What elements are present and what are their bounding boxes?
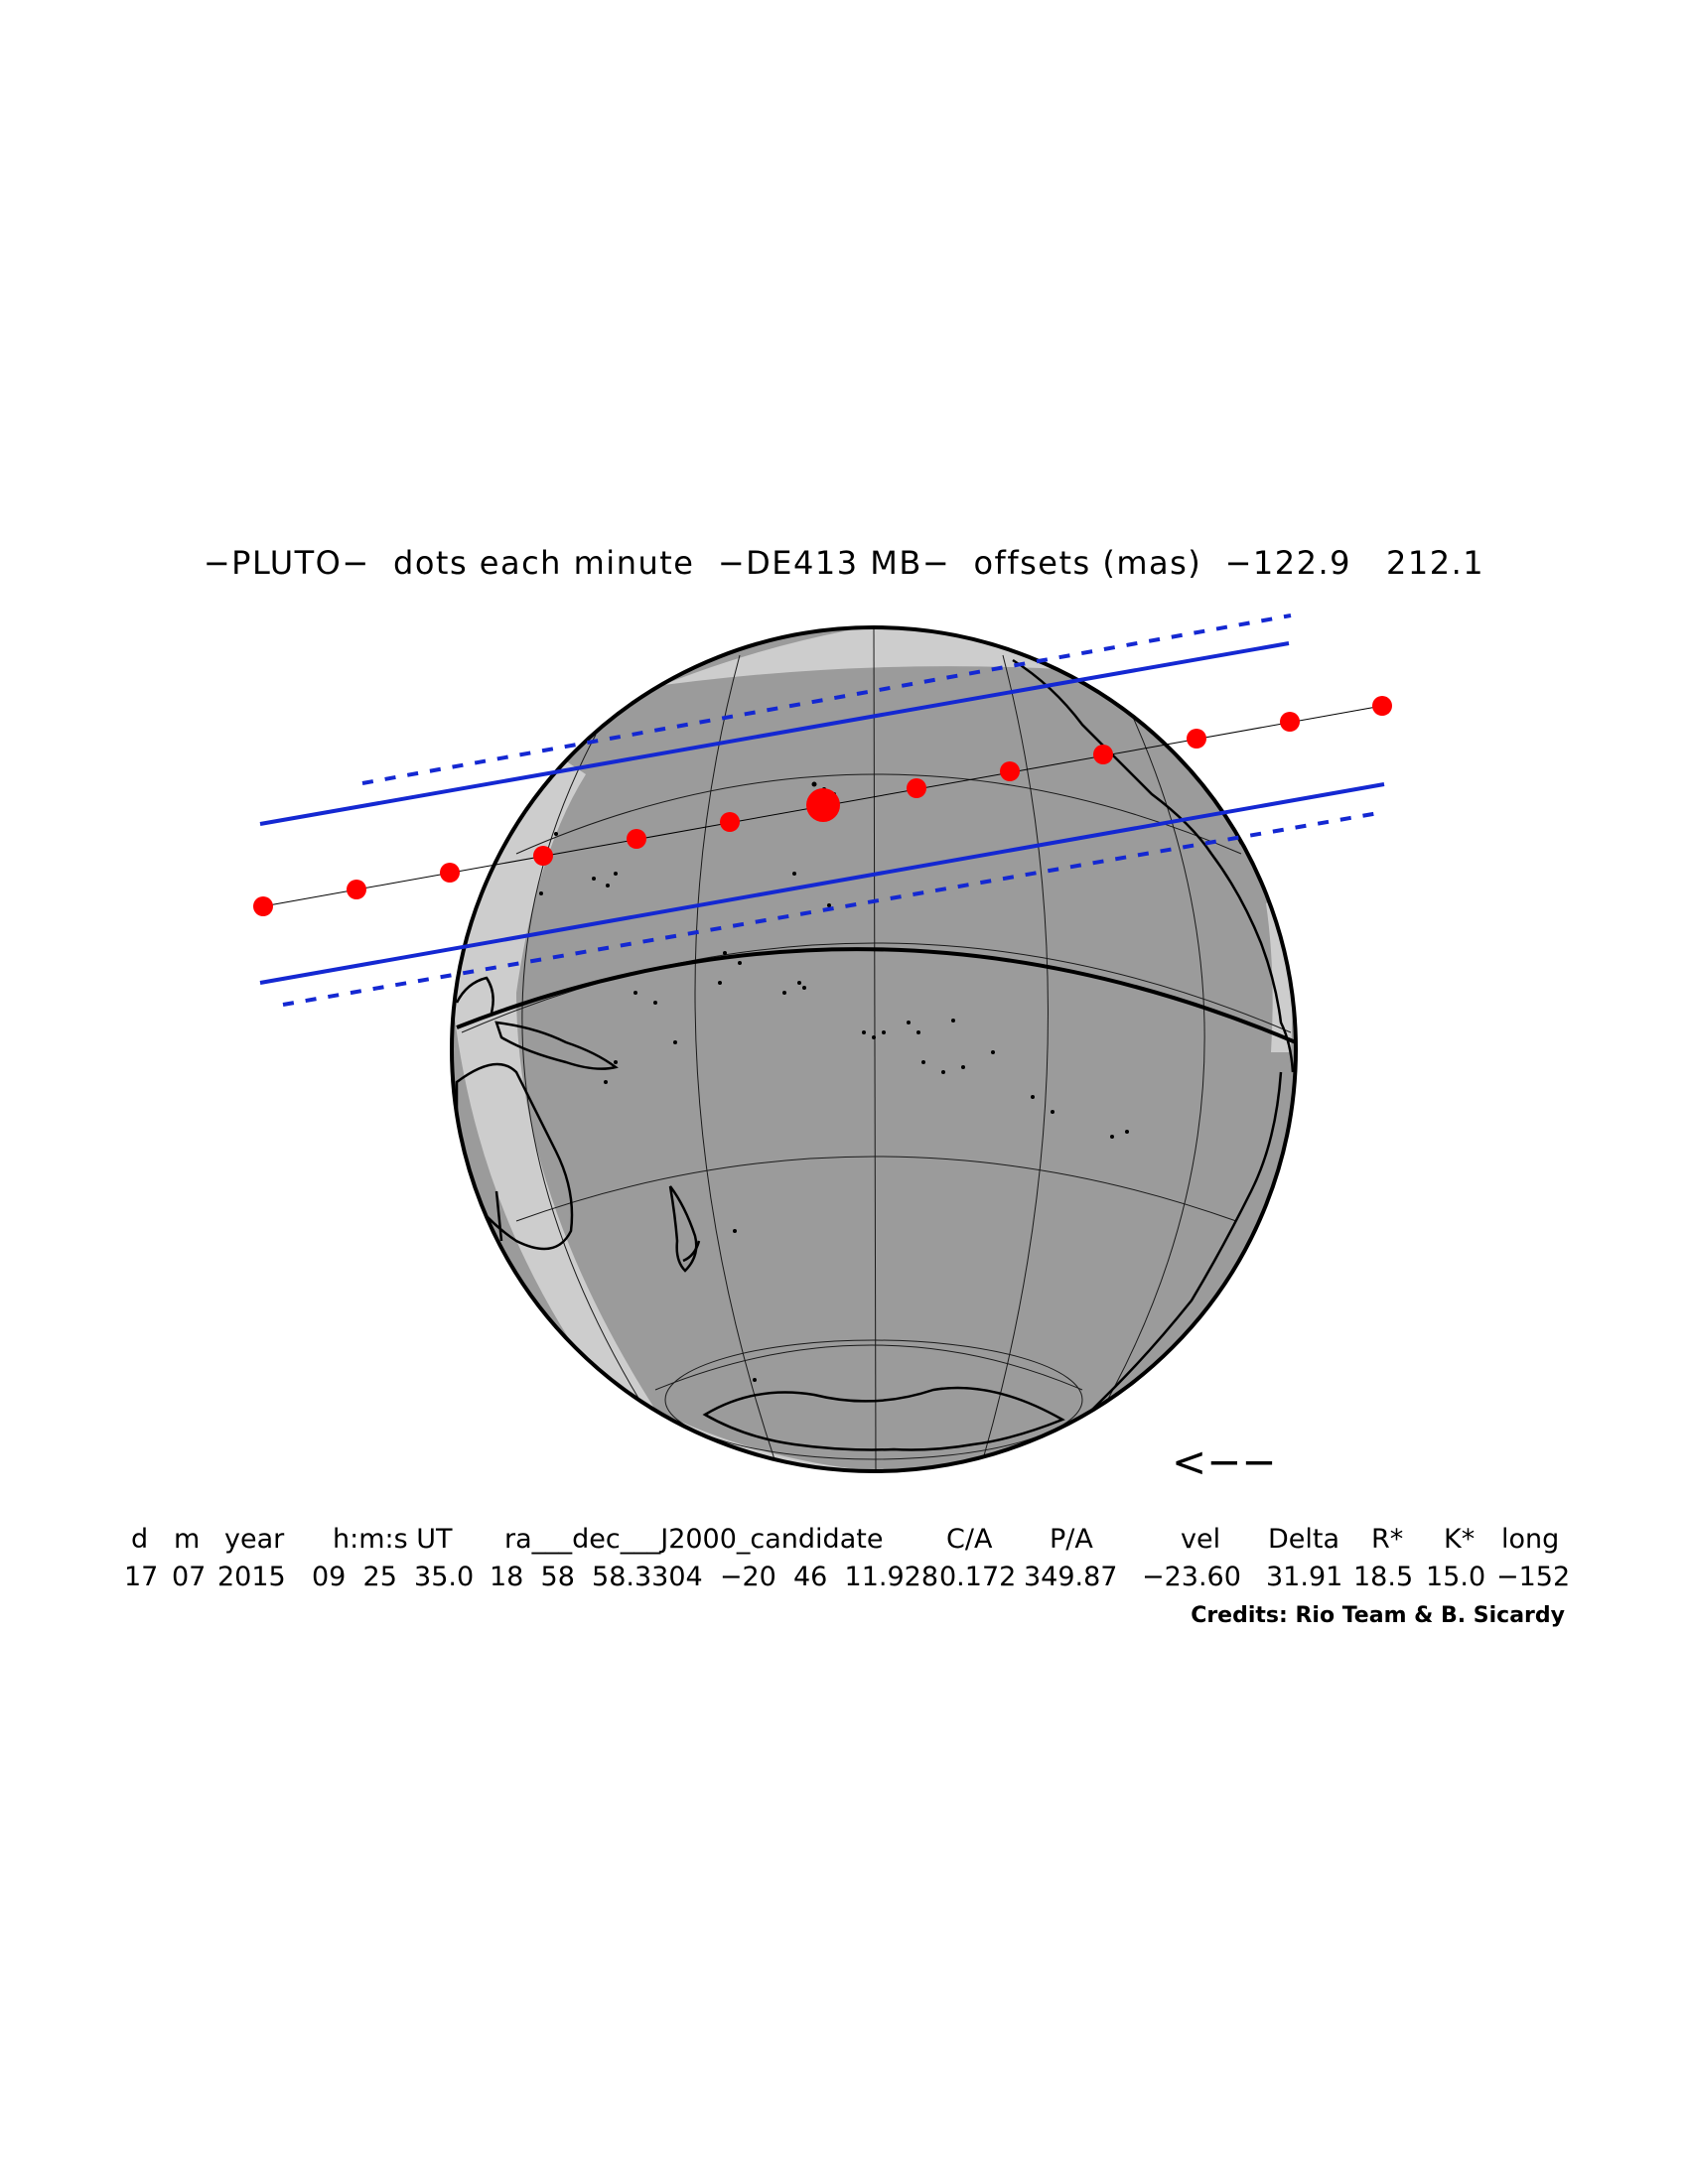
equator-line bbox=[456, 947, 1296, 1044]
path-dot bbox=[1000, 761, 1020, 781]
shadow-limits bbox=[259, 614, 1385, 1007]
header-pa: P/A bbox=[1050, 1524, 1093, 1555]
header-d: d bbox=[131, 1524, 149, 1555]
value-ca: 0.172 bbox=[939, 1562, 1017, 1592]
header-rstar: R* bbox=[1371, 1524, 1404, 1555]
path-dot bbox=[627, 829, 646, 849]
header-m: m bbox=[174, 1524, 201, 1555]
credits: Credits: Rio Team & B. Sicardy bbox=[1191, 1603, 1565, 1628]
path-dot bbox=[440, 863, 460, 883]
value-vel: −23.60 bbox=[1142, 1562, 1241, 1592]
value-kstar: 15.0 bbox=[1426, 1562, 1486, 1592]
northern-uncertainty bbox=[361, 614, 1292, 785]
path-dot bbox=[1280, 712, 1300, 732]
header-delta: Delta bbox=[1268, 1524, 1340, 1555]
value-long: −152 bbox=[1496, 1562, 1571, 1592]
header-kstar: K* bbox=[1444, 1524, 1476, 1555]
value-pa: 349.87 bbox=[1024, 1562, 1118, 1592]
path-dot bbox=[1093, 745, 1113, 764]
value-delta: 31.91 bbox=[1266, 1562, 1343, 1592]
path-dot bbox=[253, 896, 273, 916]
header-long: long bbox=[1501, 1524, 1560, 1555]
path-dot bbox=[907, 778, 926, 798]
value-coords: 18 58 58.3304 −20 46 11.928 bbox=[490, 1562, 938, 1592]
path-dot bbox=[1372, 696, 1392, 716]
header-coords: ra___dec___J2000_candidate bbox=[504, 1524, 884, 1555]
path-dot bbox=[1187, 729, 1206, 749]
header-year: year bbox=[224, 1524, 285, 1555]
direction-arrow: <−− bbox=[1172, 1437, 1277, 1486]
central-instant-dot bbox=[806, 788, 840, 822]
header-time: h:m:s UT bbox=[333, 1524, 453, 1555]
value-m: 07 bbox=[172, 1562, 207, 1592]
chart-title: −PLUTO− dots each minute −DE413 MB− offs… bbox=[203, 544, 1485, 582]
header-ca: C/A bbox=[946, 1524, 993, 1555]
globe-outline bbox=[450, 625, 1298, 1473]
value-year: 2015 bbox=[217, 1562, 286, 1592]
header-vel: vel bbox=[1181, 1524, 1221, 1555]
value-time: 09 25 35.0 bbox=[312, 1562, 475, 1592]
path-dot bbox=[347, 880, 366, 899]
path-dots bbox=[253, 696, 1392, 916]
southern-uncertainty bbox=[282, 810, 1385, 1007]
northern-limit bbox=[259, 641, 1290, 826]
value-d: 17 bbox=[124, 1562, 159, 1592]
path-dot bbox=[720, 812, 740, 832]
value-rstar: 18.5 bbox=[1353, 1562, 1414, 1592]
path-dot bbox=[533, 846, 553, 866]
day-region-left bbox=[452, 754, 655, 1430]
southern-limit bbox=[259, 782, 1385, 985]
